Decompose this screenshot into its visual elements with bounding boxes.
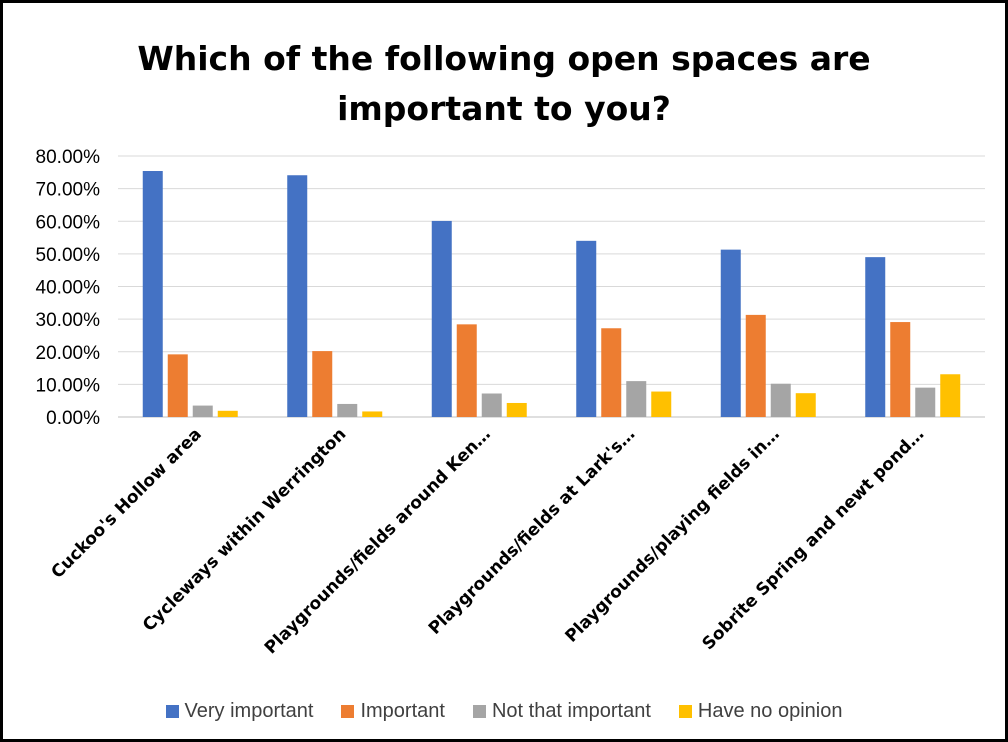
legend-swatch — [678, 705, 692, 718]
y-tick-label: 50.00% — [36, 245, 101, 266]
y-tick-label: 10.00% — [36, 375, 101, 396]
gridlines — [118, 155, 985, 418]
bar-important — [312, 351, 333, 417]
bar-very-important — [287, 175, 308, 417]
y-tick-label: 80.00% — [36, 147, 101, 168]
bar-important — [601, 328, 622, 417]
bar-important — [890, 322, 911, 417]
x-category-label: Playgrounds/fields around Ken… — [261, 424, 495, 658]
chart-title: Which of the following open spaces are i… — [137, 39, 871, 128]
y-axis-ticks: 0.00% 10.00% 20.00% 30.00% 40.00% 50.00% 60.00… — [36, 147, 101, 429]
legend-label: Important — [360, 700, 445, 722]
legend: Very important Important Not that importan… — [0, 700, 1008, 723]
y-tick-label: 30.00% — [36, 310, 101, 331]
bars — [142, 171, 961, 417]
y-tick-label: 70.00% — [36, 180, 101, 201]
bar-very-important — [431, 220, 452, 417]
y-tick-label: 20.00% — [36, 343, 101, 364]
bar-very-important — [720, 249, 741, 417]
bar-very-important — [576, 240, 597, 417]
bar-important — [456, 324, 477, 417]
bar-very-important — [142, 171, 163, 417]
legend-swatch — [472, 705, 486, 718]
bar-have-no-opinion — [795, 393, 816, 417]
bar-very-important — [865, 257, 886, 417]
x-category-label: Sobrite Spring and newt pond… — [699, 424, 929, 654]
bar-have-no-opinion — [362, 411, 383, 417]
bar-have-no-opinion — [506, 402, 527, 417]
legend-label: Have no opinion — [697, 700, 843, 722]
bar-not-that-important — [481, 393, 502, 417]
bar-not-that-important — [337, 403, 358, 417]
y-tick-label: 40.00% — [36, 278, 101, 299]
legend-swatch — [341, 705, 355, 718]
bar-important — [167, 354, 188, 417]
legend-item: Important — [341, 700, 445, 723]
legend-label: Very important — [184, 700, 314, 722]
y-tick-label: 60.00% — [36, 212, 101, 233]
legend-label: Not that important — [491, 700, 651, 722]
bar-not-that-important — [626, 381, 647, 417]
bar-have-no-opinion — [940, 374, 961, 417]
bar-have-no-opinion — [217, 410, 238, 417]
legend-item: Not that important — [472, 700, 651, 723]
legend-swatch — [165, 705, 179, 718]
bar-not-that-important — [192, 405, 213, 417]
bar-not-that-important — [770, 383, 791, 417]
bar-important — [745, 314, 766, 417]
legend-item: Have no opinion — [678, 700, 843, 723]
y-tick-label: 0.00% — [46, 408, 100, 429]
bar-have-no-opinion — [651, 391, 672, 417]
legend-item: Very important — [165, 700, 314, 723]
bar-not-that-important — [915, 387, 936, 417]
x-category-label: Cuckoo's Hollow area — [48, 424, 206, 582]
